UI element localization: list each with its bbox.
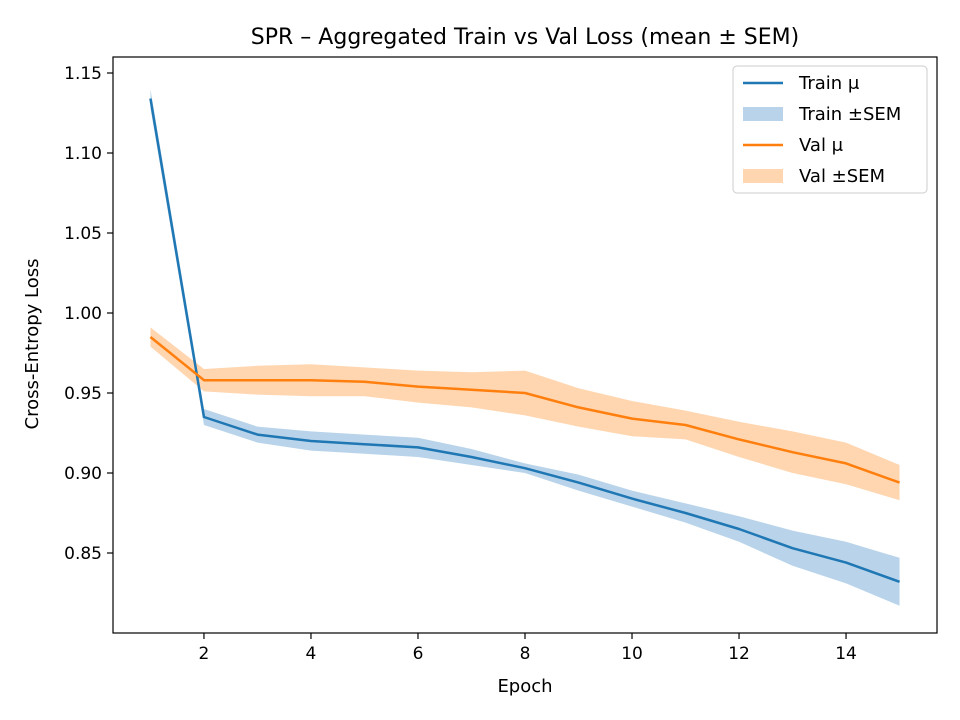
y-tick-label: 0.85 [64,544,102,564]
mean-line-val [149,336,900,484]
sem-band-train [150,89,900,606]
y-tick-label: 1.00 [64,304,102,324]
sem-band-val [150,327,900,501]
legend-swatch-band [743,169,783,183]
y-axis-ticks: 0.85 0.90 0.95 1.00 1.05 1.10 1.15 [64,64,113,564]
y-tick-label: 0.95 [64,384,102,404]
x-tick-label: 2 [199,644,210,664]
x-tick-label: 8 [520,644,531,664]
mean-line-train [149,98,900,583]
x-tick-label: 14 [835,644,857,664]
y-tick-label: 1.15 [64,64,102,84]
y-tick-label: 1.10 [64,144,102,164]
legend-label: Train μ [798,73,860,94]
x-tick-label: 6 [413,644,424,664]
chart-title: SPR – Aggregated Train vs Val Loss (mean… [251,25,799,50]
y-tick-label: 0.90 [64,464,102,484]
legend-swatch-band [743,107,783,121]
x-tick-label: 4 [306,644,317,664]
legend-box [732,65,928,194]
x-axis-label: Epoch [497,676,552,697]
y-tick-label: 1.05 [64,224,102,244]
legend: Train μ Train ±SEM Val μ Val ±SEM [732,65,928,194]
x-axis-ticks: 2 4 6 8 10 12 14 [199,633,857,664]
legend-label: Val μ [799,135,844,156]
x-tick-label: 10 [621,644,643,664]
y-axis-label: Cross-Entropy Loss [22,259,43,430]
x-tick-label: 12 [728,644,750,664]
legend-label: Train ±SEM [798,104,901,125]
legend-label: Val ±SEM [799,166,885,187]
